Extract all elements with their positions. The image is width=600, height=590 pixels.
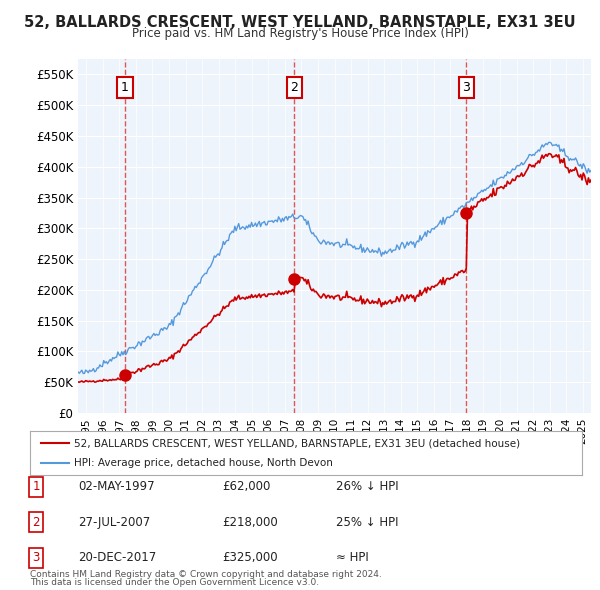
Text: 2: 2 <box>32 516 40 529</box>
Text: 52, BALLARDS CRESCENT, WEST YELLAND, BARNSTAPLE, EX31 3EU (detached house): 52, BALLARDS CRESCENT, WEST YELLAND, BAR… <box>74 438 520 448</box>
Text: £325,000: £325,000 <box>222 551 278 564</box>
Text: ≈ HPI: ≈ HPI <box>336 551 369 564</box>
Text: 26% ↓ HPI: 26% ↓ HPI <box>336 480 398 493</box>
Text: HPI: Average price, detached house, North Devon: HPI: Average price, detached house, Nort… <box>74 458 333 467</box>
Text: This data is licensed under the Open Government Licence v3.0.: This data is licensed under the Open Gov… <box>30 578 319 587</box>
Text: 3: 3 <box>32 551 40 564</box>
Text: 20-DEC-2017: 20-DEC-2017 <box>78 551 156 564</box>
Text: 3: 3 <box>463 81 470 94</box>
Text: 25% ↓ HPI: 25% ↓ HPI <box>336 516 398 529</box>
Text: 27-JUL-2007: 27-JUL-2007 <box>78 516 150 529</box>
Text: 1: 1 <box>32 480 40 493</box>
Text: Contains HM Land Registry data © Crown copyright and database right 2024.: Contains HM Land Registry data © Crown c… <box>30 571 382 579</box>
Text: 2: 2 <box>290 81 298 94</box>
Text: £62,000: £62,000 <box>222 480 271 493</box>
Text: Price paid vs. HM Land Registry's House Price Index (HPI): Price paid vs. HM Land Registry's House … <box>131 27 469 40</box>
Text: £218,000: £218,000 <box>222 516 278 529</box>
Text: 1: 1 <box>121 81 129 94</box>
Text: 02-MAY-1997: 02-MAY-1997 <box>78 480 155 493</box>
Text: 52, BALLARDS CRESCENT, WEST YELLAND, BARNSTAPLE, EX31 3EU: 52, BALLARDS CRESCENT, WEST YELLAND, BAR… <box>24 15 576 30</box>
